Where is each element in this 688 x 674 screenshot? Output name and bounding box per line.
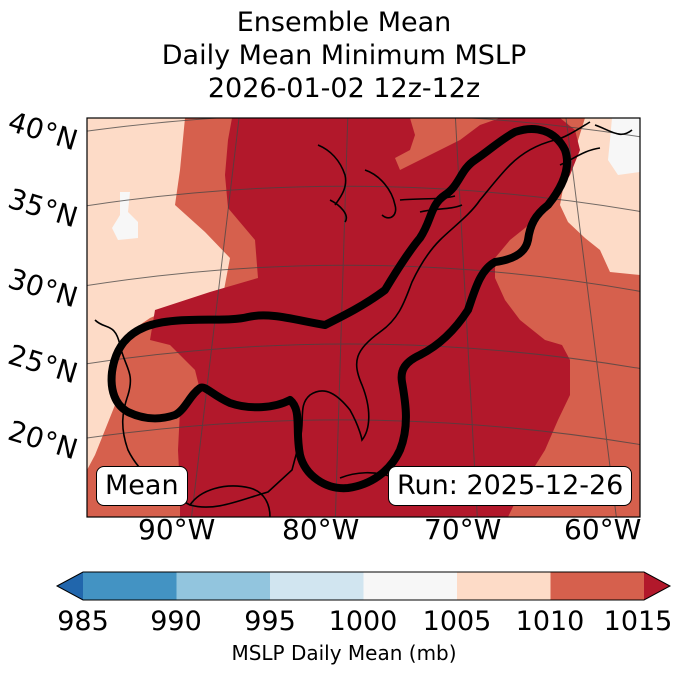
colorbar-extend-low [57,572,83,600]
field-1000-1005-west [112,192,138,240]
title-line-2: Daily Mean Minimum MSLP [161,40,527,71]
colorbar-tick-1000: 1000 [328,606,398,637]
colorbar-bin-995-1000 [270,572,364,600]
colorbar-tick-1005: 1005 [422,606,492,637]
run-date-box: Run: 2025-12-26 [388,466,633,506]
us-gulf-east-coast [94,121,591,508]
great-lakes [317,144,463,223]
colorbar-tick-990: 990 [150,606,202,637]
field-1000-1005-northeast [608,118,640,175]
colorbar-bin-985-990 [83,572,177,600]
lon-label-80w: 80°W [282,513,360,546]
map-frame [86,117,641,518]
colorbar-bin-1005-1010 [457,572,551,600]
colorbar-tick-985: 985 [57,606,109,637]
colorbar-extend-high [644,572,670,600]
colorbar-tick-1015: 1015 [603,606,673,637]
colorbar-outline [55,571,672,601]
colorbar-tick-1010: 1010 [515,606,585,637]
colorbar-bin-990-995 [176,572,270,600]
mean-label-box: Mean [96,466,188,506]
colorbar-bin-1000-1005 [363,572,457,600]
title-line-1: Ensemble Mean [236,7,452,38]
field-above-1015 [150,118,580,517]
title-line-3: 2026-01-02 12z-12z [207,73,481,104]
lon-label-60w: 60°W [564,513,642,546]
lon-label-90w: 90°W [138,513,216,546]
colorbar-tick-995: 995 [244,606,296,637]
colorbar-label: MSLP Daily Mean (mb) [231,641,457,665]
colorbar [55,571,672,601]
lon-label-70w: 70°W [424,513,502,546]
yucatan-coast [189,485,271,517]
ensemble-contour [107,125,571,493]
map-area [87,118,640,517]
colorbar-bin-1010-1015 [550,572,644,600]
